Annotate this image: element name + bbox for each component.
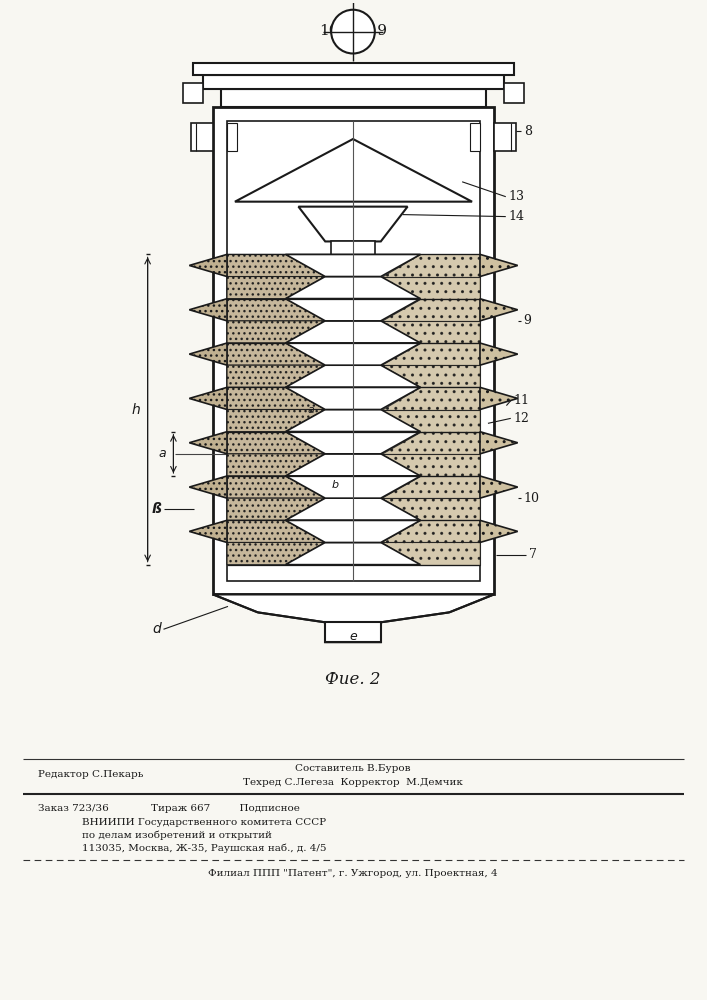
Polygon shape bbox=[381, 277, 480, 299]
Polygon shape bbox=[381, 299, 480, 321]
Text: Редактор С.Пекарь: Редактор С.Пекарь bbox=[37, 770, 143, 779]
Polygon shape bbox=[480, 476, 518, 498]
Polygon shape bbox=[286, 542, 421, 565]
Polygon shape bbox=[227, 123, 237, 151]
Polygon shape bbox=[286, 520, 421, 542]
Polygon shape bbox=[221, 89, 486, 107]
Polygon shape bbox=[286, 498, 421, 520]
Polygon shape bbox=[381, 387, 480, 410]
Polygon shape bbox=[286, 454, 421, 476]
Polygon shape bbox=[203, 75, 504, 89]
Polygon shape bbox=[381, 542, 480, 565]
Polygon shape bbox=[381, 498, 480, 520]
Polygon shape bbox=[381, 343, 480, 365]
Text: 1076719: 1076719 bbox=[319, 24, 387, 38]
Polygon shape bbox=[286, 321, 421, 343]
Polygon shape bbox=[227, 542, 325, 565]
Text: h: h bbox=[132, 403, 141, 417]
Polygon shape bbox=[227, 321, 325, 343]
Text: 9: 9 bbox=[524, 314, 532, 327]
Polygon shape bbox=[381, 365, 480, 387]
Polygon shape bbox=[504, 83, 524, 103]
Text: b: b bbox=[332, 480, 339, 490]
Text: 14: 14 bbox=[509, 210, 525, 223]
Text: Техред С.Легеза  Корректор  М.Демчик: Техред С.Легеза Корректор М.Демчик bbox=[243, 778, 463, 787]
Text: Фие. 2: Фие. 2 bbox=[325, 670, 381, 688]
Polygon shape bbox=[227, 520, 325, 542]
Polygon shape bbox=[227, 498, 325, 520]
Text: 13: 13 bbox=[509, 190, 525, 203]
Polygon shape bbox=[192, 123, 213, 151]
Polygon shape bbox=[235, 139, 472, 202]
Polygon shape bbox=[286, 254, 421, 277]
Polygon shape bbox=[286, 432, 421, 454]
Polygon shape bbox=[227, 432, 325, 454]
Text: a: a bbox=[308, 405, 315, 415]
Polygon shape bbox=[227, 387, 325, 410]
Polygon shape bbox=[381, 410, 480, 432]
Polygon shape bbox=[381, 254, 480, 277]
Text: 12: 12 bbox=[514, 412, 530, 425]
Polygon shape bbox=[227, 410, 325, 432]
Polygon shape bbox=[286, 476, 421, 498]
Polygon shape bbox=[286, 410, 421, 432]
Text: a: a bbox=[159, 447, 166, 460]
Polygon shape bbox=[189, 476, 227, 498]
Text: ВНИИПИ Государственного комитета СССР: ВНИИПИ Государственного комитета СССР bbox=[82, 818, 326, 827]
Text: 7: 7 bbox=[529, 548, 537, 561]
Polygon shape bbox=[331, 241, 375, 263]
Polygon shape bbox=[227, 454, 325, 476]
Text: 10: 10 bbox=[524, 492, 539, 505]
Polygon shape bbox=[286, 343, 421, 365]
Polygon shape bbox=[480, 520, 518, 542]
Text: d: d bbox=[153, 622, 161, 636]
Text: ß: ß bbox=[151, 502, 161, 516]
Polygon shape bbox=[213, 107, 494, 594]
Polygon shape bbox=[189, 520, 227, 542]
Polygon shape bbox=[227, 299, 325, 321]
Polygon shape bbox=[183, 83, 203, 103]
Polygon shape bbox=[494, 123, 515, 151]
Polygon shape bbox=[381, 454, 480, 476]
Polygon shape bbox=[480, 432, 518, 454]
Text: 8: 8 bbox=[524, 125, 532, 138]
Text: 11: 11 bbox=[514, 394, 530, 407]
Polygon shape bbox=[286, 365, 421, 387]
Polygon shape bbox=[480, 387, 518, 410]
Polygon shape bbox=[227, 476, 325, 498]
Polygon shape bbox=[193, 63, 514, 75]
Polygon shape bbox=[189, 299, 227, 321]
Polygon shape bbox=[298, 207, 407, 241]
Polygon shape bbox=[470, 123, 480, 151]
Text: e: e bbox=[349, 630, 357, 643]
Polygon shape bbox=[480, 254, 518, 277]
Polygon shape bbox=[213, 594, 494, 642]
Polygon shape bbox=[286, 387, 421, 410]
Polygon shape bbox=[325, 622, 381, 642]
Polygon shape bbox=[381, 520, 480, 542]
Polygon shape bbox=[480, 343, 518, 365]
Polygon shape bbox=[227, 254, 325, 277]
Text: Филиал ППП "Патент", г. Ужгород, ул. Проектная, 4: Филиал ППП "Патент", г. Ужгород, ул. Про… bbox=[208, 869, 498, 878]
Polygon shape bbox=[227, 277, 325, 299]
Text: 113035, Москва, Ж-35, Раушская наб., д. 4/5: 113035, Москва, Ж-35, Раушская наб., д. … bbox=[82, 843, 327, 853]
Text: Составитель В.Буров: Составитель В.Буров bbox=[296, 764, 411, 773]
Text: по делам изобретений и открытий: по делам изобретений и открытий bbox=[82, 830, 272, 840]
Polygon shape bbox=[189, 343, 227, 365]
Polygon shape bbox=[227, 365, 325, 387]
Polygon shape bbox=[286, 299, 421, 321]
Polygon shape bbox=[189, 254, 227, 277]
Polygon shape bbox=[480, 299, 518, 321]
Text: Заказ 723/36             Тираж 667         Подписное: Заказ 723/36 Тираж 667 Подписное bbox=[37, 804, 299, 813]
Polygon shape bbox=[189, 387, 227, 410]
Polygon shape bbox=[286, 277, 421, 299]
Polygon shape bbox=[381, 321, 480, 343]
Polygon shape bbox=[227, 343, 325, 365]
Circle shape bbox=[331, 10, 375, 53]
Polygon shape bbox=[189, 432, 227, 454]
Polygon shape bbox=[381, 432, 480, 454]
Polygon shape bbox=[381, 476, 480, 498]
